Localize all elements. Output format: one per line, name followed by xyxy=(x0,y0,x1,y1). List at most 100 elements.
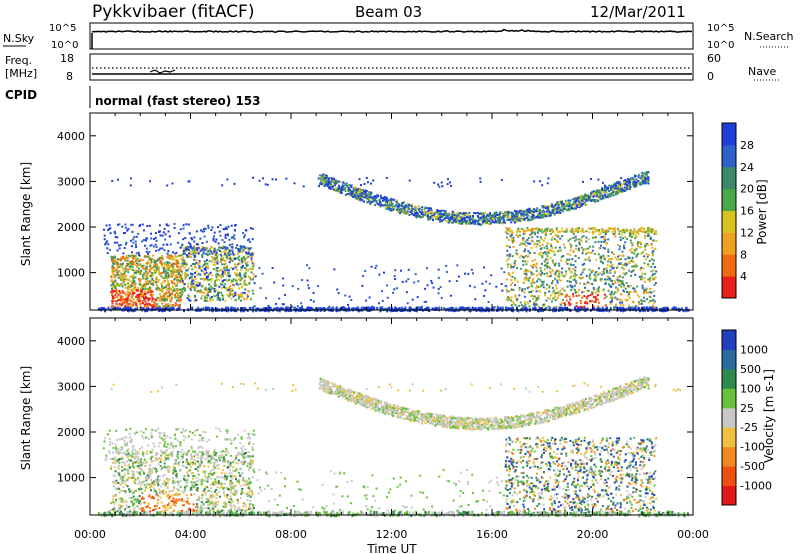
data-cell xyxy=(581,246,583,249)
data-cell xyxy=(154,232,157,234)
data-cell xyxy=(150,232,152,235)
data-cell xyxy=(583,305,586,308)
data-cell xyxy=(544,206,547,209)
data-cell xyxy=(574,306,577,310)
data-cell xyxy=(139,293,142,296)
data-cell xyxy=(229,289,232,292)
data-cell xyxy=(542,280,545,283)
data-cell xyxy=(285,307,288,311)
data-cell xyxy=(178,254,181,257)
data-cell xyxy=(537,289,540,292)
data-cell xyxy=(612,274,615,277)
data-cell xyxy=(159,289,162,292)
data-cell xyxy=(655,232,658,235)
data-cell xyxy=(344,183,347,186)
data-cell xyxy=(201,295,204,297)
data-cell xyxy=(121,274,124,277)
data-cell xyxy=(359,198,362,201)
data-cell xyxy=(529,242,532,245)
data-cell xyxy=(612,194,615,197)
data-cell xyxy=(158,266,161,269)
data-cell xyxy=(416,214,419,217)
data-cell xyxy=(552,309,555,313)
data-cell xyxy=(204,288,207,291)
data-cell xyxy=(176,279,179,282)
data-cell xyxy=(631,265,634,268)
data-cell xyxy=(342,181,345,184)
data-cell xyxy=(454,214,457,217)
data-cell xyxy=(557,211,560,214)
data-cell xyxy=(508,298,511,301)
data-cell xyxy=(120,300,123,303)
data-cell xyxy=(243,273,246,276)
data-cell xyxy=(457,216,460,219)
data-cell xyxy=(190,264,193,267)
data-cell xyxy=(369,202,372,205)
data-cell xyxy=(634,174,636,177)
data-cell xyxy=(498,216,501,219)
data-cell xyxy=(164,270,167,273)
data-cell xyxy=(111,265,114,267)
data-cell xyxy=(164,296,167,299)
data-cell xyxy=(194,281,197,284)
data-cell xyxy=(104,309,106,313)
data-cell xyxy=(564,199,567,202)
data-cell xyxy=(172,256,175,259)
data-cell xyxy=(612,253,615,255)
data-cell xyxy=(581,197,584,200)
data-cell xyxy=(511,231,514,234)
data-cell xyxy=(257,307,260,311)
data-cell xyxy=(643,172,646,175)
data-cell xyxy=(642,180,645,183)
data-cell xyxy=(248,249,251,252)
data-cell xyxy=(124,286,127,289)
data-cell xyxy=(561,210,564,213)
data-cell xyxy=(636,242,639,245)
data-cell xyxy=(480,216,482,219)
data-cell xyxy=(244,283,247,286)
data-cell xyxy=(502,218,505,221)
data-cell xyxy=(497,219,500,222)
data-cell xyxy=(575,207,577,210)
data-cell xyxy=(250,278,253,281)
data-cell xyxy=(564,304,566,307)
data-cell xyxy=(625,187,628,190)
data-cell xyxy=(605,243,608,246)
data-cell xyxy=(226,227,228,230)
data-cell xyxy=(356,190,359,193)
data-cell xyxy=(594,199,597,202)
data-cell xyxy=(198,261,201,264)
data-cell xyxy=(601,197,604,200)
data-cell xyxy=(212,239,215,242)
data-cell xyxy=(568,258,571,261)
data-cell xyxy=(99,307,102,311)
data-cell xyxy=(490,217,493,220)
data-cell xyxy=(649,299,652,302)
data-cell xyxy=(623,264,626,267)
data-cell xyxy=(158,279,160,282)
data-cell xyxy=(506,232,509,235)
data-cell xyxy=(540,269,543,272)
data-cell xyxy=(575,238,578,241)
data-cell xyxy=(390,201,393,204)
data-cell xyxy=(459,306,462,310)
data-cell xyxy=(629,249,632,252)
data-cell xyxy=(492,306,495,310)
data-cell xyxy=(319,181,322,184)
data-cell xyxy=(583,307,586,311)
data-cell xyxy=(549,232,552,235)
data-cell xyxy=(512,212,515,215)
data-cell xyxy=(434,215,437,218)
data-cell xyxy=(559,212,562,214)
data-cell xyxy=(334,187,337,190)
data-cell xyxy=(616,278,619,281)
data-cell xyxy=(118,244,120,247)
data-cell xyxy=(534,210,537,213)
data-cell xyxy=(541,281,543,283)
data-cell xyxy=(166,268,169,271)
data-cell xyxy=(124,226,127,229)
data-cell xyxy=(631,269,634,272)
data-cell xyxy=(600,189,603,191)
data-cell xyxy=(211,298,214,301)
data-cell xyxy=(209,297,212,300)
